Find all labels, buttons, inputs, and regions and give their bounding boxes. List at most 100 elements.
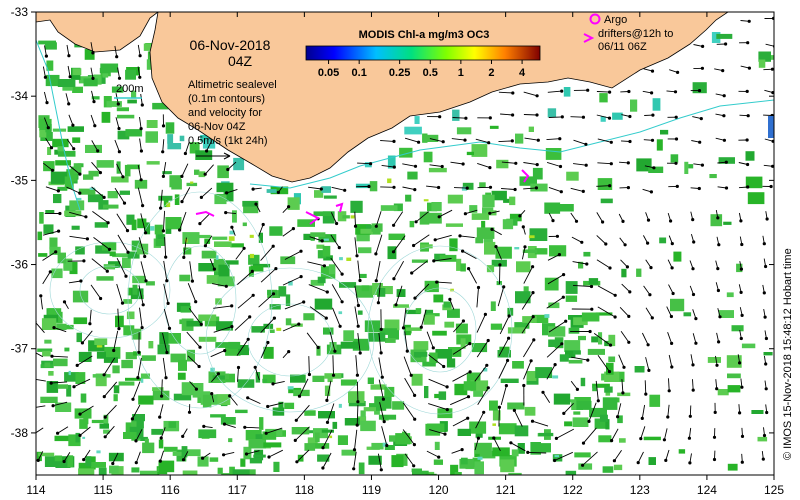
velocity-arrow-head — [116, 102, 120, 106]
chl-patch — [595, 312, 613, 316]
x-tick-label: 118 — [295, 483, 314, 497]
velocity-arrow-head — [322, 264, 326, 268]
velocity-arrow-head — [321, 466, 325, 470]
velocity-arrow-head — [161, 150, 165, 154]
chl-patch — [57, 252, 66, 264]
velocity-arrow-head — [607, 370, 612, 374]
plot-frame — [35, 11, 775, 476]
velocity-arrow-head — [413, 296, 417, 300]
chl-patch — [78, 188, 96, 195]
chl-patch — [152, 102, 169, 110]
velocity-arrow-head — [687, 436, 692, 440]
velocity-arrow-head — [745, 138, 749, 142]
chl-patch — [127, 164, 140, 170]
velocity-arrow-head — [697, 186, 701, 191]
chl-patch — [165, 217, 182, 230]
velocity-arrow-head — [267, 455, 271, 459]
velocity-arrow — [476, 287, 479, 308]
velocity-arrow — [498, 407, 500, 427]
chl-patch — [125, 422, 132, 433]
velocity-arrow-head — [670, 242, 674, 246]
velocity-arrow-head — [465, 186, 469, 190]
velocity-arrow — [260, 245, 274, 261]
velocity-arrow-head — [246, 337, 250, 341]
sealevel-contour — [403, 287, 477, 373]
chl-patch — [414, 116, 420, 124]
chl-patch — [471, 213, 490, 220]
chl-patch — [747, 192, 765, 205]
chl-spot — [346, 257, 352, 261]
velocity-arrow — [582, 451, 598, 466]
velocity-arrow — [666, 306, 672, 317]
chl-patch — [509, 196, 516, 206]
velocity-arrow-head — [115, 55, 119, 59]
chl-patch — [48, 371, 54, 376]
chl-patch — [314, 298, 333, 310]
y-tick-label: -38 — [11, 426, 29, 440]
x-tick-label: 123 — [630, 483, 650, 497]
chl-patch — [423, 471, 435, 475]
chl-patch — [174, 194, 180, 205]
chl-patch — [462, 182, 474, 190]
chl-patch — [413, 341, 429, 351]
chl-patch — [76, 332, 82, 343]
velocity-arrow-head — [468, 370, 472, 374]
chl-patch — [63, 258, 73, 271]
velocity-arrow-head — [158, 459, 162, 463]
chl-patch — [80, 393, 87, 403]
velocity-arrow — [213, 305, 232, 309]
chl-patch — [409, 220, 415, 228]
chl-patch — [457, 428, 471, 436]
velocity-arrow — [66, 44, 70, 56]
velocity-arrow-head — [621, 391, 625, 395]
velocity-arrow-head — [670, 266, 674, 270]
y-tick-label: -36 — [11, 258, 29, 272]
chl-patch — [216, 321, 233, 331]
chl-patch — [524, 406, 536, 416]
velocity-arrow-head — [700, 163, 705, 167]
velocity-arrow — [426, 185, 439, 188]
chl-patch — [323, 327, 334, 335]
velocity-arrow-head — [287, 205, 291, 209]
velocity-arrow-head — [494, 245, 498, 249]
chl-patch — [486, 265, 495, 273]
velocity-arrow — [68, 280, 81, 284]
contour-legend-label: 200m — [116, 83, 144, 95]
chl-patch — [433, 294, 444, 303]
chl-patch — [36, 451, 42, 462]
velocity-arrow-head — [319, 187, 323, 191]
velocity-arrow-head — [697, 89, 702, 93]
chl-patch — [103, 414, 109, 426]
velocity-arrow-head — [463, 212, 467, 216]
chl-patch — [751, 410, 764, 414]
velocity-arrow — [523, 360, 532, 380]
velocity-arrow — [113, 330, 119, 351]
velocity-arrow — [103, 357, 116, 376]
velocity-arrow-head — [46, 126, 50, 130]
chl-patch — [145, 131, 158, 143]
chl-patch — [727, 463, 738, 471]
chl-patch — [745, 176, 763, 189]
chl-patch — [64, 176, 74, 190]
velocity-arrow-head — [510, 113, 515, 117]
chl-spot — [276, 327, 282, 331]
velocity-arrow-head — [62, 459, 66, 464]
velocity-arrow-head — [586, 88, 590, 92]
velocity-arrow-head — [392, 139, 396, 143]
velocity-arrow — [79, 426, 91, 436]
chl-patch — [40, 396, 58, 403]
chl-patch — [56, 323, 67, 330]
velocity-arrow — [282, 276, 302, 286]
velocity-arrow — [181, 187, 191, 202]
chl-patch — [304, 410, 316, 416]
chl-patch — [379, 328, 397, 335]
chl-spot — [350, 215, 355, 219]
velocity-arrow — [189, 261, 193, 282]
chl-patch — [94, 338, 108, 345]
velocity-arrow — [229, 395, 238, 406]
velocity-arrow-head — [136, 376, 140, 380]
velocity-arrow — [637, 451, 644, 463]
chl-patch — [39, 130, 47, 138]
chl-patch — [636, 158, 652, 172]
chl-patch — [157, 234, 165, 239]
